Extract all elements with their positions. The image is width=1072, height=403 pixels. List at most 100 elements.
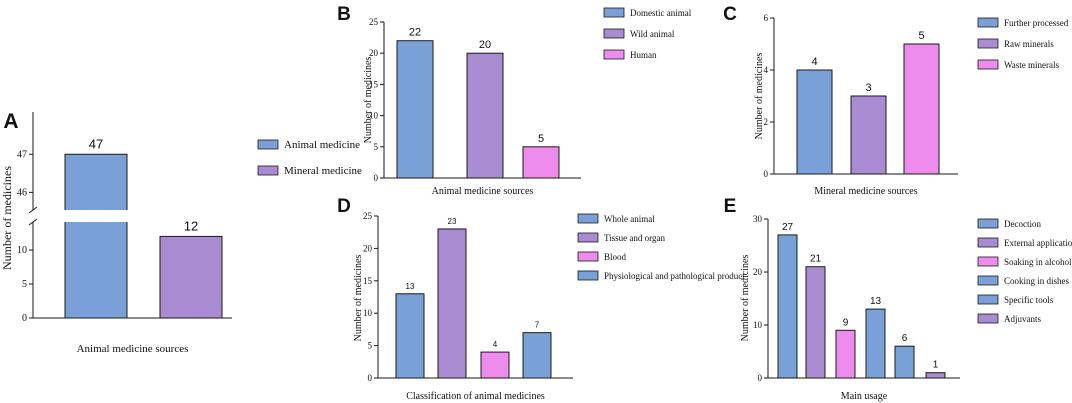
data-label: 3 (865, 82, 871, 94)
legend-swatch (977, 294, 999, 305)
bar (466, 52, 504, 179)
y-axis-label: Number of medicines (754, 53, 765, 140)
data-label: 5 (538, 133, 544, 145)
data-label: 4 (493, 340, 498, 349)
axis-break-mark (28, 218, 38, 226)
y-tick-label: 0 (368, 373, 373, 383)
legend-swatch (577, 270, 599, 281)
data-label: 7 (535, 321, 540, 330)
y-tick-label: 0 (374, 173, 379, 183)
y-tick-label: 20 (369, 48, 379, 58)
bar (777, 234, 798, 379)
y-tick-label: 20 (363, 243, 373, 253)
bar (925, 372, 946, 379)
legend-swatch (977, 38, 999, 49)
y-tick-label: 25 (363, 211, 373, 221)
bar (903, 43, 940, 175)
bar (894, 345, 915, 379)
panel-c: C 0 2 4 6 4 3 5 Mineral medicine sources Number o… (723, 4, 1069, 197)
y-tick-label: 46 (17, 187, 27, 198)
axis-break-mark (28, 206, 38, 214)
legend-label: Waste minerals (1004, 60, 1060, 70)
legend-swatch (577, 251, 599, 262)
data-label: 1 (933, 360, 939, 371)
legend-label: Soaking in alcohol (1004, 257, 1072, 267)
data-label: 12 (184, 218, 198, 233)
y-tick-label: 0 (22, 313, 27, 324)
panel-d: D 0 5 10 15 20 25 13 23 4 7 Classification of anima… (337, 196, 745, 402)
data-label: 21 (810, 254, 822, 265)
legend-label: Domestic animal (630, 8, 692, 18)
data-label: 47 (89, 136, 103, 151)
legend-swatch (977, 59, 999, 70)
bar (395, 293, 425, 379)
legend-swatch (603, 28, 625, 39)
bar (796, 69, 833, 175)
bar-upper (64, 153, 128, 210)
legend-swatch (977, 256, 999, 267)
legend-label: Wild animal (630, 29, 675, 39)
legend-swatch (577, 213, 599, 224)
legend-swatch (977, 313, 999, 324)
bar (522, 332, 552, 379)
y-tick-label: 25 (369, 17, 379, 27)
bar-upper-fill (65, 209, 127, 210)
data-label: 9 (843, 317, 849, 328)
legend-swatch (577, 232, 599, 243)
x-axis-label: Animal medicine sources (77, 343, 189, 355)
data-label: 5 (918, 30, 924, 42)
y-tick-label: 10 (17, 245, 27, 256)
y-axis-label: Number of medicines (0, 166, 14, 270)
legend-swatch (977, 275, 999, 286)
panel-letter: E (724, 196, 737, 217)
legend-swatch (257, 165, 279, 176)
y-tick-label: 6 (764, 13, 769, 23)
legend-label: Decoction (1004, 219, 1041, 229)
legend-label: Raw minerals (1004, 39, 1054, 49)
y-tick-label: 15 (363, 276, 373, 286)
bar (850, 95, 887, 175)
legend-swatch (257, 139, 279, 150)
data-label: 20 (479, 39, 491, 51)
panel-a: A 47 46 0 5 10 47 12 Animal medicine sources Numb… (0, 110, 362, 355)
y-tick-label: 30 (753, 214, 763, 224)
y-tick-label: 0 (764, 169, 769, 179)
y-axis-label: Number of medicines (353, 255, 364, 342)
legend-swatch (977, 17, 999, 28)
bar (396, 40, 434, 179)
legend-label: Human (630, 50, 657, 60)
y-axis-label: Number of medicines (740, 255, 751, 342)
data-label: 4 (811, 56, 817, 68)
y-tick-label: 47 (17, 149, 27, 160)
y-tick-label: 5 (22, 279, 27, 290)
y-tick-label: 2 (764, 117, 769, 127)
bar (805, 266, 826, 379)
panel-b: B 0 5 10 15 20 25 22 20 5 Animal medicine sources N… (337, 4, 692, 197)
legend-label: Tissue and organ (604, 233, 666, 243)
data-label: 13 (406, 282, 415, 291)
data-label: 6 (902, 333, 908, 344)
legend-label: Cooking in dishes (1004, 276, 1070, 286)
y-tick-label: 10 (363, 308, 373, 318)
y-tick-label: 0 (758, 373, 763, 383)
data-label: 27 (782, 222, 794, 233)
legend-label: Blood (604, 252, 627, 262)
legend-label: Further processed (1004, 18, 1069, 28)
panel-e: E 0 10 20 30 27 21 9 13 6 1 Main usage Number of med… (724, 196, 1072, 402)
y-tick-label: 5 (368, 341, 373, 351)
legend-swatch (977, 218, 999, 229)
x-axis-label: Mineral medicine sources (814, 186, 917, 197)
data-label: 23 (448, 217, 457, 226)
y-tick-label: 10 (753, 320, 763, 330)
legend-swatch (603, 49, 625, 60)
x-axis-label: Main usage (841, 391, 888, 402)
x-axis-label: Classification of animal medicines (406, 391, 545, 402)
legend-swatch (603, 7, 625, 18)
bar (159, 235, 223, 319)
legend-label: Whole animal (604, 214, 655, 224)
legend-label: Adjuvants (1004, 314, 1041, 324)
legend-label: External application (1004, 238, 1072, 248)
data-label: 22 (409, 27, 421, 39)
y-tick-label: 4 (764, 65, 769, 75)
